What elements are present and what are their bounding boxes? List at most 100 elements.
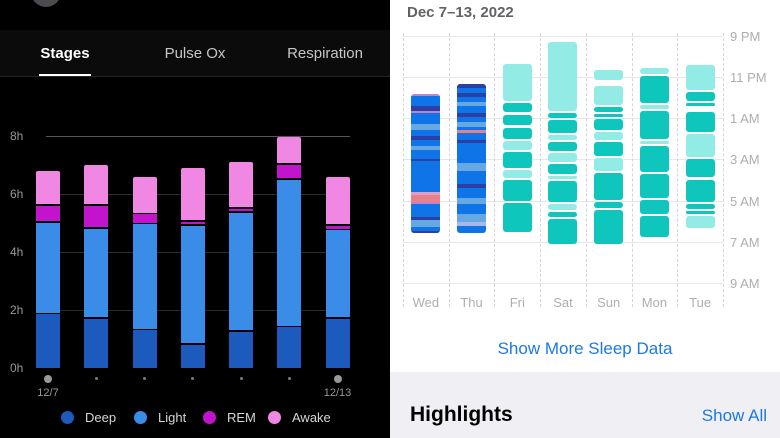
sleep-segment-sat[interactable] [548,181,578,202]
sleep-segment-fri[interactable] [502,63,532,101]
sleep-stage-bar-segment[interactable] [277,179,302,326]
sleep-segment-sun[interactable] [594,142,624,157]
sleep-segment-sun[interactable] [594,131,624,140]
light-legend-dot-icon [134,411,147,424]
sleep-stage-bar-segment[interactable] [84,205,109,228]
date-marker-dot[interactable] [333,374,342,383]
sleep-stage-bar-segment[interactable] [229,331,253,368]
sleep-segment-tue[interactable] [685,159,715,177]
sleep-segment-sun[interactable] [594,172,624,200]
sleep-segment-sun[interactable] [594,158,624,171]
sleep-segment-fri[interactable] [502,180,532,201]
sleep-stage-bar-segment[interactable] [132,176,157,213]
day-dot[interactable] [287,377,291,380]
sleep-segment-mon[interactable] [639,76,669,103]
sleep-segment-mon[interactable] [639,140,669,145]
sleep-stage-bar-segment[interactable] [277,165,302,178]
sleep-segment-mon[interactable] [639,146,669,172]
sleep-stage-bar-segment[interactable] [36,314,60,368]
day-separator-line [448,33,450,307]
sleep-segment-tue[interactable] [685,102,715,106]
sleep-segment-sat[interactable] [548,134,578,140]
sleep-segment-sat[interactable] [548,142,578,152]
date-marker-dot[interactable] [44,374,52,383]
sleep-segment-fri[interactable] [502,102,532,113]
sleep-segment-sun[interactable] [594,86,624,105]
sleep-segment-sun[interactable] [594,209,624,244]
sleep-stripe [411,105,441,111]
sleep-segment-fri[interactable] [502,202,532,232]
sleep-bar-thu[interactable] [457,83,487,234]
sleep-stage-bar-segment[interactable] [229,212,253,331]
sleep-stripe [411,135,441,140]
sleep-stage-bar-segment[interactable] [229,208,253,212]
sleep-segment-sat[interactable] [548,175,578,180]
sleep-stage-bar-segment[interactable] [132,214,157,223]
sleep-segment-tue[interactable] [685,216,715,229]
sleep-stage-bar-segment[interactable] [180,225,205,344]
sleep-segment-fri[interactable] [502,169,532,179]
sleep-segment-sat[interactable] [548,219,578,244]
sleep-segment-sat[interactable] [548,203,578,210]
sleep-stage-bar-segment[interactable] [325,225,350,229]
sleep-segment-sat[interactable] [548,120,578,133]
sleep-segment-mon[interactable] [639,173,669,198]
sleep-segment-sat[interactable] [548,211,578,218]
show-more-sleep-data-link[interactable]: Show More Sleep Data [497,339,673,358]
sleep-segment-sat[interactable] [548,42,578,112]
sleep-segment-mon[interactable] [639,111,669,139]
day-dot[interactable] [191,377,195,380]
sleep-stage-bar-segment[interactable] [132,330,157,368]
sleep-stage-bar-segment[interactable] [36,223,60,313]
sleep-bar-wed[interactable] [411,94,441,233]
show-all-link[interactable]: Show All [701,406,767,425]
sleep-stage-bar-segment[interactable] [132,224,157,329]
sleep-segment-tue[interactable] [685,133,715,158]
sleep-segment-tue[interactable] [685,91,715,101]
tab-respiration[interactable]: Respiration [287,44,363,62]
sleep-segment-tue[interactable] [685,64,715,90]
sleep-segment-sat[interactable] [548,113,578,119]
sleep-segment-fri[interactable] [502,127,532,139]
sleep-segment-fri[interactable] [502,152,532,168]
profile-avatar-icon[interactable] [31,0,61,7]
sleep-stripe [411,145,441,150]
sleep-segment-tue[interactable] [685,112,715,132]
sleep-stage-bar-segment[interactable] [180,221,205,225]
sleep-stripe [411,94,441,96]
sleep-segment-sun[interactable] [594,69,624,81]
sleep-stage-bar-segment[interactable] [36,205,60,222]
tab-stages[interactable]: Stages [0,30,130,76]
sleep-stage-bar-segment[interactable] [84,228,109,318]
sleep-segment-mon[interactable] [639,67,669,75]
day-dot[interactable] [143,377,146,380]
sleep-stage-bar-segment[interactable] [84,318,109,368]
sleep-stage-bar-segment[interactable] [325,176,350,225]
sleep-segment-mon[interactable] [639,199,669,215]
sleep-segment-tue[interactable] [685,180,715,202]
sleep-segment-tue[interactable] [685,210,715,215]
sleep-segment-fri[interactable] [502,140,532,151]
sleep-segment-fri[interactable] [502,115,532,125]
sleep-stage-bar-segment[interactable] [325,318,350,368]
tab-pulse-ox[interactable]: Pulse Ox [164,44,226,62]
sleep-segment-sun[interactable] [594,201,624,208]
sleep-stage-bar-segment[interactable] [180,167,205,221]
sleep-stage-bar-segment[interactable] [180,344,205,368]
sleep-segment-sat[interactable] [548,153,578,162]
sleep-segment-sun[interactable] [594,107,624,113]
sleep-segment-mon[interactable] [639,216,669,237]
day-dot[interactable] [239,377,243,380]
sleep-stage-bar-segment[interactable] [229,162,253,207]
sleep-segment-sun[interactable] [594,119,624,130]
sleep-stage-bar-segment[interactable] [277,137,302,164]
sleep-stage-bar-segment[interactable] [84,165,109,205]
sleep-segment-sat[interactable] [548,163,578,174]
sleep-stage-bar-segment[interactable] [325,230,350,318]
sleep-segment-sun[interactable] [594,114,624,118]
day-dot[interactable] [94,377,98,380]
sleep-stage-bar-segment[interactable] [36,170,60,205]
sleep-segment-mon[interactable] [639,104,669,110]
sleep-segment-tue[interactable] [685,203,715,209]
sleep-stage-bar-segment[interactable] [277,327,302,368]
